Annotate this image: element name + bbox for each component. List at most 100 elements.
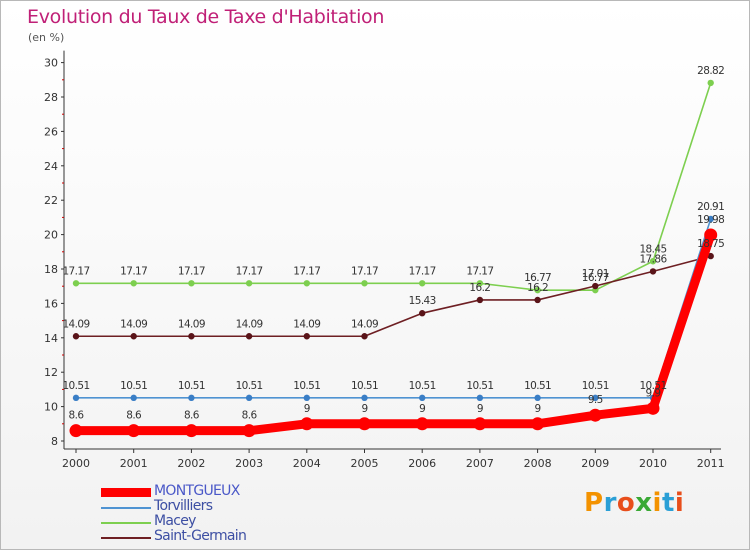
- data-label: 8.6: [69, 410, 85, 422]
- data-point: [415, 417, 429, 431]
- data-label: 20.91: [697, 201, 724, 213]
- data-label: 17.01: [582, 268, 609, 280]
- data-point: [473, 417, 487, 431]
- data-point: [127, 424, 141, 438]
- x-tick-label: 2002: [177, 457, 205, 470]
- x-tick-label: 2003: [235, 457, 263, 470]
- y-tick-label: 30: [44, 57, 58, 70]
- series-line-1: [75, 218, 712, 399]
- data-label: 10.51: [524, 380, 551, 392]
- y-tick-label: 14: [44, 332, 58, 345]
- data-point: [361, 280, 368, 287]
- data-point: [188, 394, 195, 402]
- data-point: [707, 79, 714, 87]
- chart-unit: (en %): [28, 31, 65, 44]
- data-point: [534, 286, 541, 294]
- data-label: 16.2: [469, 282, 490, 294]
- y-tick-label: 8: [51, 435, 58, 448]
- data-label: 8.6: [126, 410, 142, 422]
- data-label: 9: [361, 403, 367, 415]
- logo-letter: P: [584, 488, 604, 518]
- legend-swatch: [101, 537, 151, 539]
- x-tick-label: 2008: [524, 457, 552, 470]
- y-tick-label: 24: [44, 160, 58, 173]
- data-label: 17.17: [178, 265, 205, 277]
- x-tick-label: 2011: [697, 457, 725, 470]
- data-point: [72, 280, 80, 287]
- data-point: [245, 333, 253, 340]
- data-label: 10.51: [62, 380, 89, 392]
- data-point: [592, 282, 599, 290]
- logo-letter: r: [603, 488, 617, 518]
- x-tick-label: 2001: [120, 457, 148, 470]
- chart-title: Evolution du Taux de Taxe d'Habitation: [27, 6, 385, 28]
- y-tick-label: 10: [44, 401, 58, 414]
- data-label: 19.98: [697, 214, 724, 226]
- data-label: 14.09: [178, 318, 205, 330]
- data-point: [704, 228, 718, 242]
- logo-letter: x: [635, 488, 653, 518]
- data-label: 10.51: [293, 380, 320, 392]
- data-label: 10.51: [466, 380, 493, 392]
- y-tick-label: 22: [44, 194, 58, 207]
- data-label: 17.17: [351, 265, 378, 277]
- axes: 8 10 12 14 16 18 20 22 24 26 28 30 2000 2001 2002 2003 2…: [44, 50, 725, 470]
- data-point: [646, 401, 660, 415]
- data-point: [476, 280, 484, 287]
- y-tick-label: 20: [44, 229, 58, 242]
- data-label: 18.45: [639, 243, 666, 255]
- data-label: 28.82: [697, 65, 724, 77]
- series-lines: [69, 79, 718, 438]
- data-point: [184, 424, 198, 438]
- data-point: [303, 394, 310, 402]
- data-point: [130, 280, 137, 287]
- data-point: [419, 310, 426, 317]
- x-tick-label: 2009: [581, 457, 609, 470]
- data-label: 17.17: [409, 265, 436, 277]
- data-label: 10.51: [639, 380, 666, 392]
- x-tick-label: 2004: [293, 457, 321, 470]
- data-point: [303, 333, 310, 340]
- legend-swatch: [101, 507, 151, 509]
- data-label: 18.75: [697, 238, 724, 250]
- x-tick-label: 2010: [639, 457, 667, 470]
- x-tick-label: 2006: [408, 457, 436, 470]
- data-point: [649, 268, 657, 275]
- data-label: 10.51: [582, 380, 609, 392]
- data-label: 9: [419, 403, 425, 415]
- y-tick-label: 12: [44, 366, 58, 379]
- data-label: 10.51: [236, 380, 263, 392]
- data-point: [242, 424, 256, 438]
- y-tick-label: 18: [44, 263, 58, 276]
- data-label: 10.51: [178, 380, 205, 392]
- legend-swatch: [101, 522, 151, 524]
- data-label: 9.5: [588, 394, 603, 406]
- logo-letter: t: [661, 488, 675, 518]
- data-label: 16.77: [524, 272, 551, 284]
- data-label: 17.17: [236, 265, 263, 277]
- data-point: [476, 296, 484, 304]
- data-label: 9: [535, 403, 541, 415]
- data-point: [419, 280, 426, 287]
- data-label: 15.43: [409, 295, 436, 307]
- data-label: 14.09: [293, 318, 320, 330]
- series-line-2: [75, 82, 712, 291]
- y-tick-label: 28: [44, 91, 58, 104]
- data-point: [245, 394, 253, 402]
- data-point: [303, 280, 310, 287]
- data-label: 9.9: [646, 387, 661, 399]
- logo-letter: i: [652, 488, 662, 518]
- data-point: [534, 296, 541, 304]
- data-point: [588, 408, 602, 422]
- legend-label: MONTGUEUX: [154, 483, 240, 499]
- data-label: 9: [304, 403, 310, 415]
- logo-letter: o: [616, 488, 636, 518]
- data-point: [300, 417, 314, 431]
- data-label: 8.6: [184, 410, 200, 422]
- data-labels: 17.17 17.17 17.17 17.17 17.17 17.17 17.17 17.17…: [62, 65, 724, 422]
- data-label: 14.09: [236, 318, 263, 330]
- data-point: [592, 394, 599, 402]
- data-point: [531, 417, 545, 431]
